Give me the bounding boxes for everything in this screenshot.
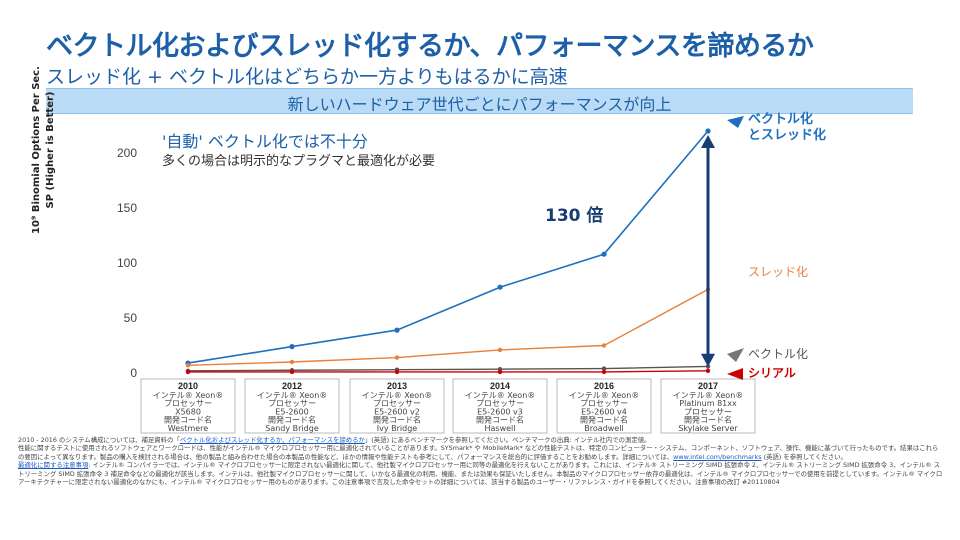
x-detail-label: インテル® Xeon® bbox=[153, 391, 224, 400]
x-category-box bbox=[556, 378, 652, 434]
y-tick-label: 100 bbox=[117, 256, 137, 270]
data-point bbox=[289, 344, 295, 350]
data-point bbox=[185, 369, 191, 375]
x-detail-label: Platinum 81xx bbox=[679, 399, 737, 408]
x-category-box bbox=[349, 378, 445, 434]
auto-vectorization-note: '自動' ベクトル化では不十分 bbox=[162, 132, 368, 151]
footer-line1-b: 」(英語) にあるベンチマークを参照してください。ベンチマークの出典: インテル… bbox=[364, 436, 651, 444]
x-detail-label: プロセッサー bbox=[268, 399, 316, 408]
x-detail-label: プロセッサー bbox=[684, 407, 732, 416]
footer-link-optimization[interactable]: 最適化に関する注意事項 bbox=[18, 461, 89, 470]
footer-link-benchmarks[interactable]: www.intel.com/benchmarks bbox=[673, 452, 762, 461]
x-detail-label: インテル® Xeon® bbox=[673, 391, 744, 400]
footer-disclaimer: 2010 - 2016 のシステム構成については、補足資料の「ベクトル化およびス… bbox=[18, 436, 943, 486]
data-point bbox=[394, 355, 400, 360]
series-line bbox=[187, 288, 709, 366]
x-detail-label: プロセッサー bbox=[373, 399, 421, 408]
x-detail-label: インテル® Xeon® bbox=[569, 391, 640, 400]
x-detail-label: Sandy Bridge bbox=[265, 424, 319, 433]
speedup-label: 130 倍 bbox=[545, 205, 603, 226]
data-point bbox=[289, 359, 295, 365]
x-detail-label: プロセッサー bbox=[580, 399, 628, 408]
data-point bbox=[289, 369, 295, 375]
banner-text: 新しいハードウェア世代ごとにパフォーマンスが向上 bbox=[287, 95, 672, 114]
x-category-box bbox=[244, 378, 340, 434]
x-detail-label: Ivy Bridge bbox=[377, 424, 418, 433]
data-point bbox=[185, 363, 191, 368]
data-point bbox=[394, 369, 400, 375]
vec-thread-pointer-arrow bbox=[727, 116, 744, 128]
footer-line3: : インテル® コンパイラーでは、インテル® マイクロプロセッサーに限定されない… bbox=[18, 461, 943, 487]
series-label: ベクトル化 bbox=[748, 347, 808, 361]
series-line bbox=[187, 365, 709, 372]
x-detail-label: 開発コード名 bbox=[580, 415, 628, 425]
x-detail-label: 開発コード名 bbox=[268, 415, 316, 425]
x-detail-label: Haswell bbox=[485, 424, 516, 433]
x-detail-label: Skylake Server bbox=[678, 424, 738, 433]
x-tick-label: 2013 bbox=[387, 381, 407, 391]
x-detail-label: 開発コード名 bbox=[476, 415, 524, 425]
x-detail-label: Broadwell bbox=[584, 424, 623, 433]
x-detail-label: E5-2600 bbox=[275, 407, 308, 416]
speedup-arrow-head-top bbox=[701, 135, 715, 148]
banner: 新しいハードウェア世代ごとにパフォーマンスが向上 bbox=[46, 88, 913, 114]
x-detail-label: インテル® Xeon® bbox=[362, 391, 433, 400]
data-point bbox=[601, 251, 607, 257]
data-point bbox=[497, 369, 503, 375]
vector-pointer-arrow bbox=[727, 348, 744, 362]
x-detail-label: インテル® Xeon® bbox=[257, 391, 328, 400]
y-tick-label: 0 bbox=[130, 366, 137, 380]
x-detail-label: 開発コード名 bbox=[684, 415, 732, 425]
x-detail-label: プロセッサー bbox=[164, 399, 212, 408]
series-label: スレッド化 bbox=[748, 265, 808, 279]
x-detail-label: E5-2600 v2 bbox=[374, 407, 420, 416]
footer-line1-a: 2010 - 2016 のシステム構成については、補足資料の「 bbox=[18, 436, 180, 444]
series-line bbox=[187, 130, 709, 364]
footer-line2-tail: (英語) を参照してください。 bbox=[761, 452, 847, 461]
serial-pointer-arrow bbox=[727, 368, 743, 380]
footer-link-config[interactable]: ベクトル化およびスレッド化するか、パフォーマンスを諦めるか bbox=[179, 436, 365, 444]
x-detail-label: インテル® Xeon® bbox=[465, 391, 536, 400]
page-subtitle: スレッド化 + ベクトル化はどちらか一方よりもはるかに高速 bbox=[46, 66, 568, 88]
x-category-box bbox=[452, 378, 548, 434]
data-point bbox=[601, 366, 607, 371]
series-label: とスレッド化 bbox=[748, 127, 826, 143]
y-tick-label: 150 bbox=[117, 201, 137, 215]
data-point bbox=[601, 343, 607, 348]
x-category-box bbox=[660, 378, 756, 434]
x-tick-label: 2016 bbox=[594, 381, 614, 391]
x-tick-label: 2012 bbox=[282, 381, 302, 391]
x-detail-label: E5-2600 v3 bbox=[477, 407, 523, 416]
pragma-note: 多くの場合は明示的なプラグマと最適化が必要 bbox=[162, 154, 436, 169]
x-detail-label: Westmere bbox=[168, 424, 208, 433]
x-detail-label: 開発コード名 bbox=[373, 415, 421, 425]
x-tick-label: 2014 bbox=[490, 381, 510, 391]
y-tick-label: 50 bbox=[124, 311, 138, 325]
x-category-box bbox=[140, 378, 236, 434]
x-detail-label: X5680 bbox=[175, 407, 201, 416]
data-point bbox=[497, 284, 503, 290]
data-point bbox=[705, 368, 711, 373]
series-line bbox=[188, 370, 709, 373]
y-axis-label: 10⁹ Binomial Options Per Sec. SP (Higher… bbox=[31, 66, 56, 234]
data-point bbox=[705, 128, 711, 134]
x-tick-label: 2017 bbox=[698, 381, 718, 391]
y-tick-label: 200 bbox=[117, 146, 137, 160]
speedup-arrow-head-bottom bbox=[701, 353, 715, 367]
series-label: ベクトル化 bbox=[748, 111, 813, 127]
x-tick-label: 2010 bbox=[178, 381, 198, 391]
footer-line2: 性能に関するテストに使用されるソフトウェアとワークロードは、性能がインテル® マ… bbox=[18, 444, 939, 461]
data-point bbox=[601, 369, 607, 375]
series-label: シリアル bbox=[748, 366, 796, 380]
page-title: ベクトル化およびスレッド化するか、パフォーマンスを諦めるか bbox=[46, 31, 814, 62]
x-detail-label: 開発コード名 bbox=[164, 415, 212, 425]
x-detail-label: プロセッサー bbox=[476, 399, 524, 408]
data-point bbox=[394, 327, 400, 333]
data-point bbox=[497, 347, 503, 353]
x-detail-label: E5-2600 v4 bbox=[581, 407, 627, 416]
